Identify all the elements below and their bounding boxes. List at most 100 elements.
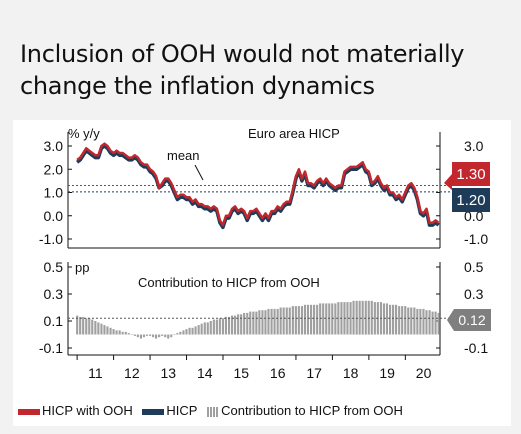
contrib-bar [392,304,395,335]
contrib-bar [206,322,209,335]
contrib-bar [228,316,231,335]
contrib-bar [136,334,139,338]
contrib-bar [422,308,425,335]
contrib-bar [142,334,146,338]
contrib-badge-arrow [447,309,454,331]
top-ytick-label-left: 3.0 [44,138,64,154]
xtick-label: 15 [233,365,249,381]
contrib-bar [401,306,404,335]
contrib-bar [88,318,91,335]
contrib-bar [425,310,428,335]
top-ylabel: % y/y [68,126,100,141]
contrib-bar [203,322,206,335]
legend-item-contrib: Contribution to HICP from OOH [207,403,403,418]
bottom-ytick-label-right: 0.5 [464,259,484,275]
contrib-bar [91,319,94,335]
xtick-label: 13 [161,365,177,381]
legend-swatch-hicp [142,408,165,415]
contrib-bar [82,316,85,335]
contrib-bar [337,302,340,335]
bottom-ylabel: pp [75,260,89,275]
xtick-label: 16 [270,365,286,381]
xtick-label: 20 [416,365,432,381]
contrib-bar [264,310,267,335]
contrib-bar [325,303,328,335]
contrib-bar [176,333,179,335]
contrib-bar [367,300,370,335]
contrib-bar [218,318,221,335]
contrib-bar [434,311,437,335]
contrib-bar [389,304,392,335]
contrib-bar [243,312,246,335]
contrib-bar [398,306,401,335]
contrib-bar [106,326,109,335]
contrib-bar [319,303,322,335]
legend-label-ooh: HICP with OOH [42,403,133,419]
xtick-label: 19 [379,365,395,381]
top-ytick-label-right: -1.0 [464,231,488,247]
contrib-bar [215,319,218,335]
contrib-bar [279,307,282,335]
contrib-bar [231,315,234,335]
contrib-bar [306,304,310,335]
legend-item-hicp: HICP [142,403,197,418]
contrib-bar [246,312,249,335]
contrib-bar [76,315,79,335]
contrib-bar [437,312,440,335]
end-badge-contrib-label: 0.12 [458,312,485,328]
top-ytick-label-left: 0.0 [44,208,64,224]
contrib-bar [185,329,188,335]
contrib-bar [297,306,300,335]
contrib-bar [167,334,170,339]
contrib-bar [316,304,319,335]
chart-title: Inclusion of OOH would not materially ch… [20,38,465,102]
contrib-bar [431,311,434,335]
contrib-bar [407,307,410,335]
contrib-bar [85,318,88,335]
contrib-bar [212,319,215,335]
contrib-bar [361,300,364,335]
contrib-bar [170,334,173,338]
legend-swatch-ooh [18,408,40,415]
contrib-bar [194,326,197,335]
contrib-bar [182,330,185,335]
contrib-bar [94,321,97,335]
bottom-chart-title: Contribution to HICP from OOH [138,275,320,290]
xtick-label: 18 [343,365,359,381]
bottom-ytick-label-left: 0.5 [44,259,64,275]
contrib-bar [282,307,285,335]
contrib-bar [285,307,288,335]
contrib-bar [258,310,261,335]
contrib-bar [364,300,367,335]
title-line-2: change the inflation dynamics [20,72,375,100]
series-line-ooh [76,142,440,227]
contrib-bar [237,314,240,335]
contrib-bar [410,307,413,335]
contrib-bar [416,308,419,335]
contrib-bar [334,303,337,335]
contrib-bar [97,322,100,335]
contrib-bar [355,300,358,335]
contrib-bar [221,318,225,335]
legend-swatch-contrib [207,406,220,417]
contrib-bar [331,303,334,335]
chart-panel [13,120,511,426]
top-ytick-label-left: -1.0 [39,231,63,247]
title-line-1: Inclusion of OOH would not materially [20,40,465,68]
bottom-ytick-label-left: 0.1 [44,313,64,329]
end-badge-ooh-label: 1.30 [456,166,485,183]
contrib-bar [127,333,130,335]
contrib-bar [100,323,103,335]
top-ytick-label-left: 2.0 [44,161,64,177]
contrib-bar [313,304,316,335]
mean-pointer [194,164,204,181]
top-ytick-label-left: 1.0 [44,185,64,201]
contrib-bar [161,334,164,336]
contrib-bar [303,304,307,335]
contrib-bar [121,331,124,335]
contrib-bar [179,331,182,335]
contrib-bar [294,306,297,335]
contrib-bar [352,300,355,335]
contrib-bar [139,334,143,339]
